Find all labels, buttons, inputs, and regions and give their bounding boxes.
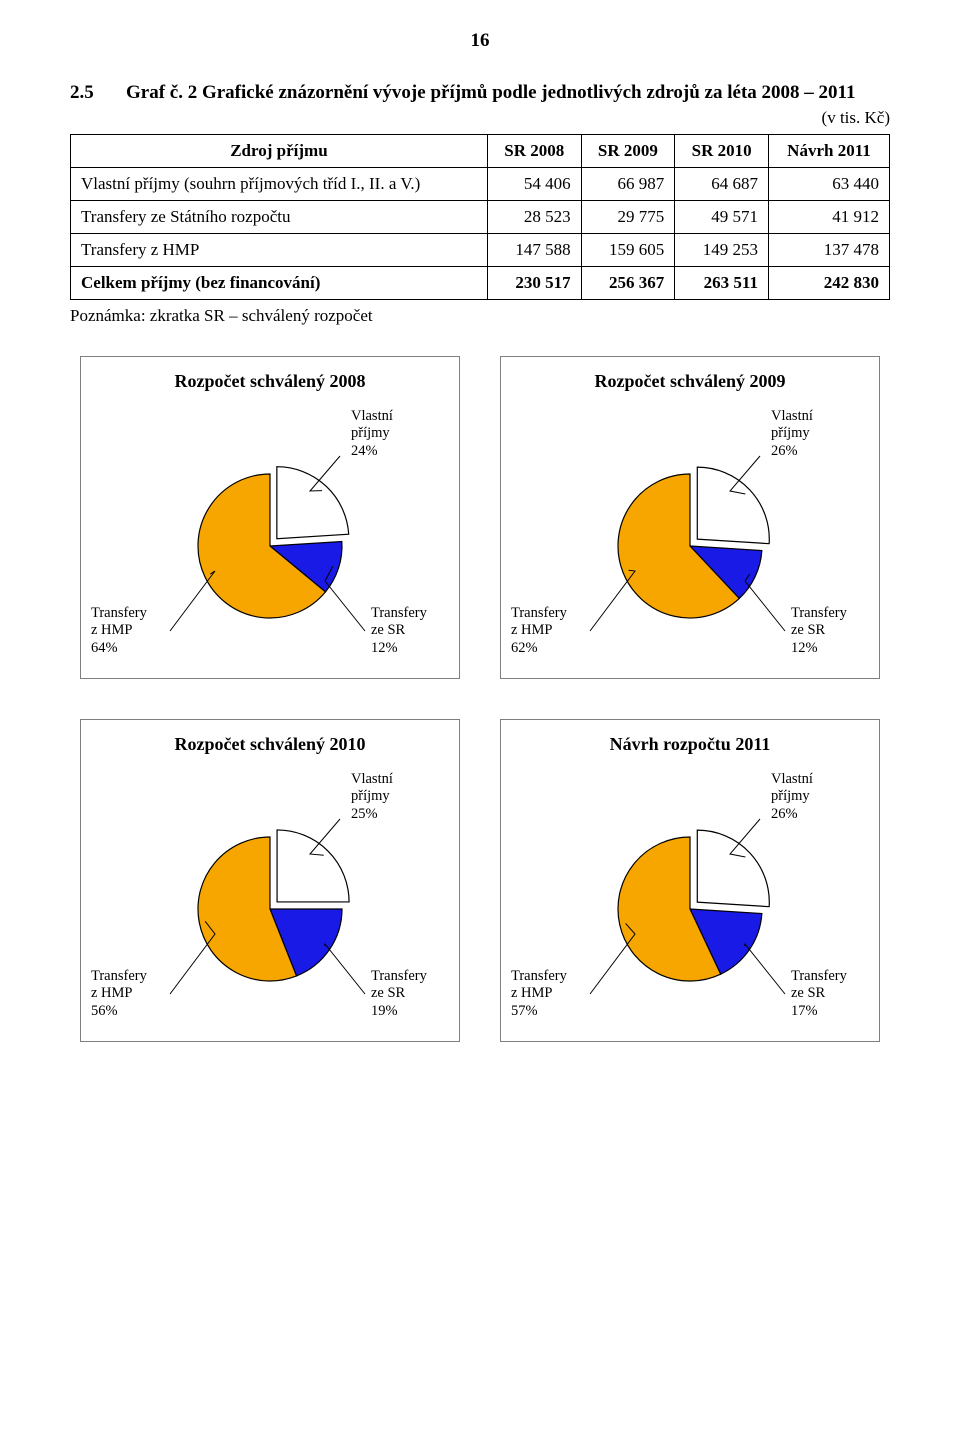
col-source: Zdroj příjmu [71,135,488,168]
col-sr2008: SR 2008 [487,135,581,168]
row-value: 41 912 [768,201,889,234]
row-label: Vlastní příjmy (souhrn příjmových tříd I… [71,168,488,201]
income-table: Zdroj příjmu SR 2008 SR 2009 SR 2010 Náv… [70,134,890,300]
slice-label-z_hmp: Transferyz HMP56% [91,968,147,1020]
pie-slice-vlastni [277,466,349,538]
row-label: Celkem příjmy (bez financování) [71,267,488,300]
slice-label-ze_sr: Transferyze SR12% [791,605,847,657]
row-value: 263 511 [675,267,769,300]
row-value: 64 687 [675,168,769,201]
row-value: 159 605 [581,234,675,267]
chart-panel-2011: Návrh rozpočtu 2011 Vlastnípříjmy26% Trans… [500,719,880,1042]
slice-label-vlastni: Vlastnípříjmy26% [771,771,813,823]
slice-label-ze_sr: Transferyze SR12% [371,605,427,657]
heading-title: Graf č. 2 Grafické znázornění vývoje pří… [126,82,855,104]
col-sr2010: SR 2010 [675,135,769,168]
section-heading: 2.5 Graf č. 2 Grafické znázornění vývoje… [70,82,890,104]
page-number: 16 [70,30,890,52]
pie-slice-vlastni [697,467,769,544]
heading-number: 2.5 [70,82,126,104]
slice-label-vlastni: Vlastnípříjmy24% [351,408,393,460]
row-label: Transfery ze Státního rozpočtu [71,201,488,234]
pie-slice-vlastni [697,830,769,907]
unit-label: (v tis. Kč) [70,108,890,128]
slice-label-z_hmp: Transferyz HMP62% [511,605,567,657]
row-value: 256 367 [581,267,675,300]
row-value: 49 571 [675,201,769,234]
col-sr2009: SR 2009 [581,135,675,168]
row-value: 147 588 [487,234,581,267]
row-value: 242 830 [768,267,889,300]
table-footnote: Poznámka: zkratka SR – schválený rozpoče… [70,306,890,326]
chart-title: Rozpočet schválený 2008 [91,371,449,392]
slice-label-ze_sr: Transferyze SR19% [371,968,427,1020]
row-value: 66 987 [581,168,675,201]
slice-label-z_hmp: Transferyz HMP57% [511,968,567,1020]
col-navrh2011: Návrh 2011 [768,135,889,168]
row-label: Transfery z HMP [71,234,488,267]
chart-panel-2010: Rozpočet schválený 2010 Vlastnípříjmy25% T… [80,719,460,1042]
leader-line [170,571,215,631]
chart-title: Návrh rozpočtu 2011 [511,734,869,755]
table-row: Transfery ze Státního rozpočtu28 52329 7… [71,201,890,234]
table-header-row: Zdroj příjmu SR 2008 SR 2009 SR 2010 Náv… [71,135,890,168]
pie-slice-vlastni [277,830,349,902]
slice-label-ze_sr: Transferyze SR17% [791,968,847,1020]
leader-line [590,570,635,631]
row-value: 63 440 [768,168,889,201]
slice-label-vlastni: Vlastnípříjmy26% [771,408,813,460]
row-value: 230 517 [487,267,581,300]
chart-title: Rozpočet schválený 2010 [91,734,449,755]
chart-panel-2009: Rozpočet schválený 2009 Vlastnípříjmy26% T… [500,356,880,679]
slice-label-z_hmp: Transferyz HMP64% [91,605,147,657]
chart-title: Rozpočet schválený 2009 [511,371,869,392]
table-row: Vlastní příjmy (souhrn příjmových tříd I… [71,168,890,201]
row-value: 137 478 [768,234,889,267]
leader-line [325,944,365,994]
slice-label-vlastni: Vlastnípříjmy25% [351,771,393,823]
row-value: 29 775 [581,201,675,234]
chart-panel-2008: Rozpočet schválený 2008 Vlastnípříjmy24% T… [80,356,460,679]
leader-line [745,944,785,994]
table-row: Transfery z HMP147 588159 605149 253137 … [71,234,890,267]
row-value: 28 523 [487,201,581,234]
table-row: Celkem příjmy (bez financování)230 51725… [71,267,890,300]
row-value: 54 406 [487,168,581,201]
row-value: 149 253 [675,234,769,267]
